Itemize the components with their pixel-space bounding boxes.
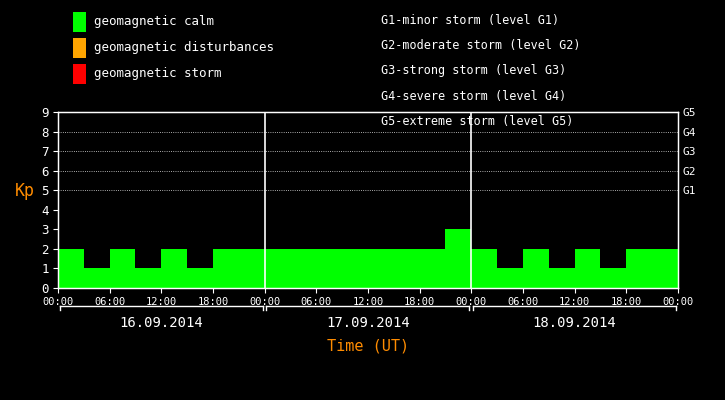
Bar: [342, 249, 368, 288]
Bar: [626, 249, 652, 288]
Bar: [445, 229, 471, 288]
Text: G2-moderate storm (level G2): G2-moderate storm (level G2): [381, 39, 580, 52]
Y-axis label: Kp: Kp: [14, 182, 35, 200]
Text: 17.09.2014: 17.09.2014: [326, 316, 410, 330]
Bar: [420, 249, 445, 288]
Bar: [652, 249, 678, 288]
Text: 18.09.2014: 18.09.2014: [533, 316, 616, 330]
Bar: [136, 268, 161, 288]
Bar: [497, 268, 523, 288]
Bar: [265, 249, 291, 288]
Bar: [291, 249, 316, 288]
Bar: [187, 268, 213, 288]
Text: geomagnetic calm: geomagnetic calm: [94, 16, 215, 28]
Bar: [523, 249, 549, 288]
Bar: [471, 249, 497, 288]
Bar: [574, 249, 600, 288]
Bar: [84, 268, 109, 288]
Bar: [239, 249, 265, 288]
Text: geomagnetic disturbances: geomagnetic disturbances: [94, 42, 274, 54]
Bar: [58, 249, 84, 288]
Bar: [316, 249, 342, 288]
Text: Time (UT): Time (UT): [327, 338, 409, 354]
Text: G5-extreme storm (level G5): G5-extreme storm (level G5): [381, 115, 573, 128]
Bar: [394, 249, 420, 288]
Text: G4-severe storm (level G4): G4-severe storm (level G4): [381, 90, 566, 102]
Text: 16.09.2014: 16.09.2014: [120, 316, 203, 330]
Bar: [213, 249, 239, 288]
Bar: [161, 249, 187, 288]
Text: G3-strong storm (level G3): G3-strong storm (level G3): [381, 64, 566, 78]
Bar: [368, 249, 394, 288]
Bar: [109, 249, 136, 288]
Text: geomagnetic storm: geomagnetic storm: [94, 68, 222, 80]
Text: G1-minor storm (level G1): G1-minor storm (level G1): [381, 14, 559, 27]
Bar: [549, 268, 574, 288]
Bar: [600, 268, 626, 288]
